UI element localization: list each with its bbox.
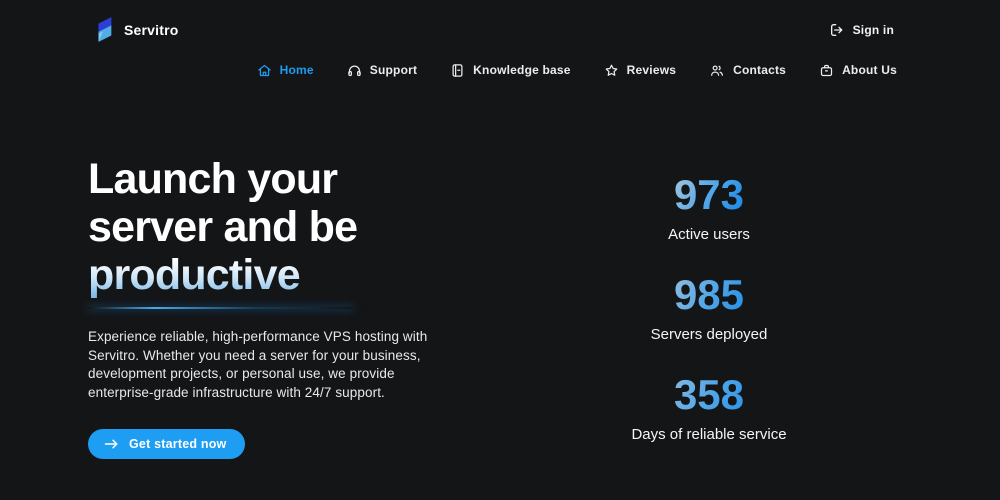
brand-name: Servitro xyxy=(124,22,179,38)
stat-active-users: 973 Active users xyxy=(668,172,750,245)
nav-item-label: Reviews xyxy=(626,63,677,77)
main-nav: Home Support Knowledge base Revi xyxy=(257,58,897,82)
stats-column: 973 Active users 985 Servers deployed 35… xyxy=(559,172,859,472)
book-icon xyxy=(450,63,465,78)
brand-logo[interactable]: Servitro xyxy=(93,15,179,45)
stat-value: 973 xyxy=(668,172,750,218)
nav-item-reviews[interactable]: Reviews xyxy=(604,63,676,78)
nav-item-label: Knowledge base xyxy=(473,63,571,77)
get-started-button[interactable]: Get started now xyxy=(88,429,246,459)
hero-title-line-1: Launch your xyxy=(88,155,338,203)
get-started-label: Get started now xyxy=(129,437,227,451)
glow-underline xyxy=(88,307,353,309)
stat-label: Servers deployed xyxy=(650,326,768,343)
stat-value: 358 xyxy=(631,372,786,418)
hero-title-line-2: server and be xyxy=(88,203,358,251)
headphones-icon xyxy=(347,63,362,78)
nav-item-label: Contacts xyxy=(733,63,787,77)
home-icon xyxy=(257,63,272,78)
hero-title: Launch your server and be productive xyxy=(88,155,518,299)
sign-in-button[interactable]: Sign in xyxy=(823,21,900,39)
stat-label: Active users xyxy=(668,226,750,243)
star-icon xyxy=(604,63,619,78)
nav-item-about-us[interactable]: About Us xyxy=(819,63,897,78)
nav-item-support[interactable]: Support xyxy=(347,63,417,78)
nav-item-home[interactable]: Home xyxy=(257,63,314,78)
stat-value: 985 xyxy=(651,272,768,318)
stat-days-of-service: 358 Days of reliable service xyxy=(631,372,786,445)
nav-item-label: About Us xyxy=(842,63,897,77)
people-icon xyxy=(709,63,725,78)
login-arrow-icon xyxy=(829,22,845,38)
stat-servers-deployed: 985 Servers deployed xyxy=(651,272,768,345)
nav-item-label: Home xyxy=(279,63,314,77)
nav-item-knowledge-base[interactable]: Knowledge base xyxy=(450,63,571,78)
nav-item-label: Support xyxy=(369,63,418,77)
sign-in-label: Sign in xyxy=(852,23,894,37)
hero-title-line-3: productive xyxy=(88,251,518,299)
hero-section: Launch your server and be productive Exp… xyxy=(88,155,518,459)
topbar: Servitro Sign in xyxy=(0,12,1000,48)
briefcase-icon xyxy=(819,63,834,78)
nav-item-contacts[interactable]: Contacts xyxy=(709,63,786,78)
arrow-right-icon xyxy=(104,438,119,450)
servitro-logo-icon xyxy=(93,15,115,45)
stat-label: Days of reliable service xyxy=(631,426,787,443)
hero-description: Experience reliable, high-performance VP… xyxy=(88,329,428,400)
